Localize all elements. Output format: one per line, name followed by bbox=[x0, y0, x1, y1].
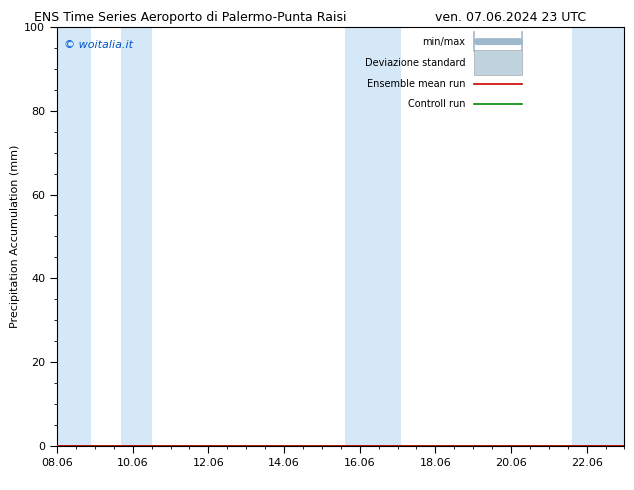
Bar bbox=[474, 50, 522, 75]
Bar bbox=[344, 27, 401, 446]
Bar bbox=[121, 27, 152, 446]
Text: min/max: min/max bbox=[423, 37, 465, 47]
Text: Deviazione standard: Deviazione standard bbox=[365, 57, 465, 68]
Text: Ensemble mean run: Ensemble mean run bbox=[367, 78, 465, 89]
Bar bbox=[57, 27, 91, 446]
Text: ENS Time Series Aeroporto di Palermo-Punta Raisi: ENS Time Series Aeroporto di Palermo-Pun… bbox=[34, 11, 346, 24]
Y-axis label: Precipitation Accumulation (mm): Precipitation Accumulation (mm) bbox=[10, 145, 20, 328]
Text: © woitalia.it: © woitalia.it bbox=[64, 40, 133, 49]
Text: Controll run: Controll run bbox=[408, 99, 465, 109]
Bar bbox=[571, 27, 624, 446]
Text: ven. 07.06.2024 23 UTC: ven. 07.06.2024 23 UTC bbox=[435, 11, 586, 24]
